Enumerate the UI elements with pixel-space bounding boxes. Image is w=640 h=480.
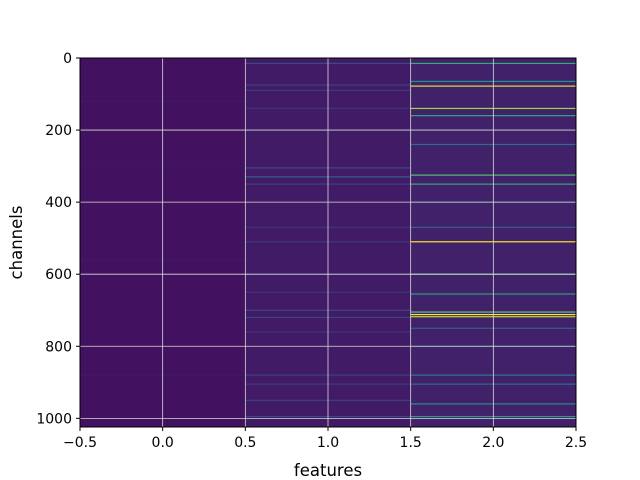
y-tick-label: 1000 (36, 411, 72, 427)
x-tick-label: 2.0 (482, 435, 504, 451)
y-axis: 0 200 400 600 800 1000 (36, 51, 80, 427)
x-tick-label: 2.5 (565, 435, 587, 451)
x-axis: −0.5 0.0 0.5 1.0 1.5 2.0 2.5 (63, 427, 587, 451)
y-axis-label: channels (7, 206, 26, 280)
y-tick-label: 600 (45, 267, 72, 283)
x-tick-label: −0.5 (63, 435, 97, 451)
y-tick-label: 400 (45, 195, 72, 211)
x-axis-label: features (294, 461, 362, 480)
y-tick-label: 800 (45, 339, 72, 355)
x-tick-label: 1.0 (317, 435, 339, 451)
x-tick-label: 0.5 (234, 435, 256, 451)
x-tick-label: 0.0 (152, 435, 174, 451)
y-tick-label: 0 (63, 51, 72, 67)
y-tick-label: 200 (45, 123, 72, 139)
x-tick-label: 1.5 (400, 435, 422, 451)
